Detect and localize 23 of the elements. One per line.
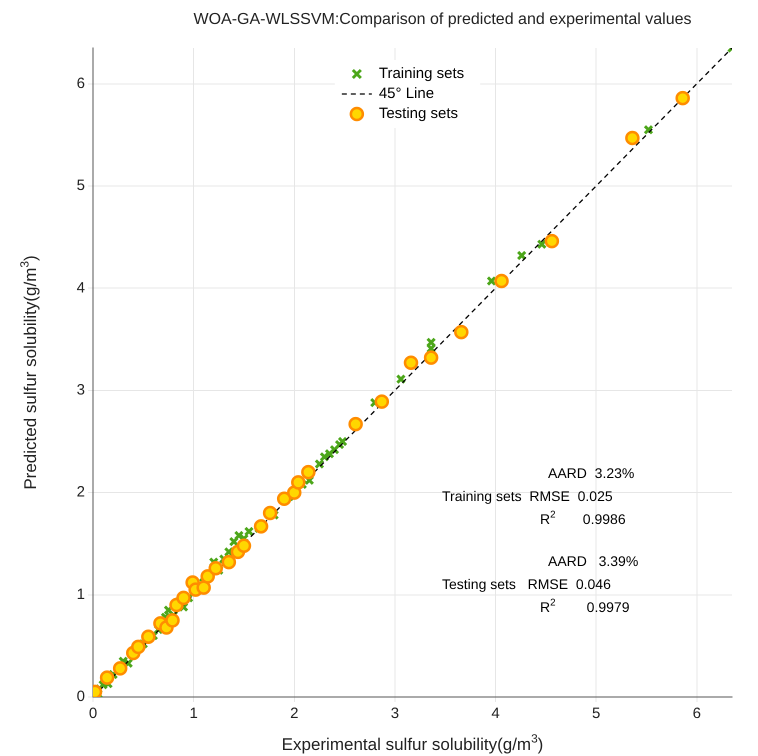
annotation: Training sets RMSE 0.025	[442, 488, 613, 504]
x-tick-label: 3	[390, 705, 400, 722]
legend-label: Training sets	[378, 65, 464, 82]
y-tick-label: 2	[76, 484, 85, 501]
legend-label: Testing sets	[378, 105, 458, 122]
x-tick-label: 6	[692, 705, 701, 722]
x-tick-label: 4	[491, 705, 500, 722]
annotation: AARD 3.39%	[548, 553, 638, 569]
y-axis-title: Predicted sulfur solubility(g/m3)	[17, 255, 40, 490]
legend-label: 45° Line	[378, 85, 434, 102]
y-tick-label: 4	[76, 279, 85, 296]
x-tick-label: 0	[88, 705, 98, 722]
annotation: Testing sets RMSE 0.046	[442, 576, 612, 592]
x-tick-label: 5	[592, 705, 600, 722]
chart-title: WOA-GA-WLSSVM:Comparison of predicted and experimental values	[194, 11, 692, 28]
y-tick-label: 3	[76, 382, 85, 399]
y-tick-label: 5	[76, 177, 85, 194]
y-tick-label: 0	[76, 688, 85, 706]
annotation: AARD 3.23%	[548, 465, 634, 481]
x-tick-label: 1	[189, 705, 198, 722]
y-tick-label: 6	[76, 74, 85, 92]
x-tick-label: 2	[290, 705, 298, 722]
y-tick-label: 1	[76, 586, 85, 603]
